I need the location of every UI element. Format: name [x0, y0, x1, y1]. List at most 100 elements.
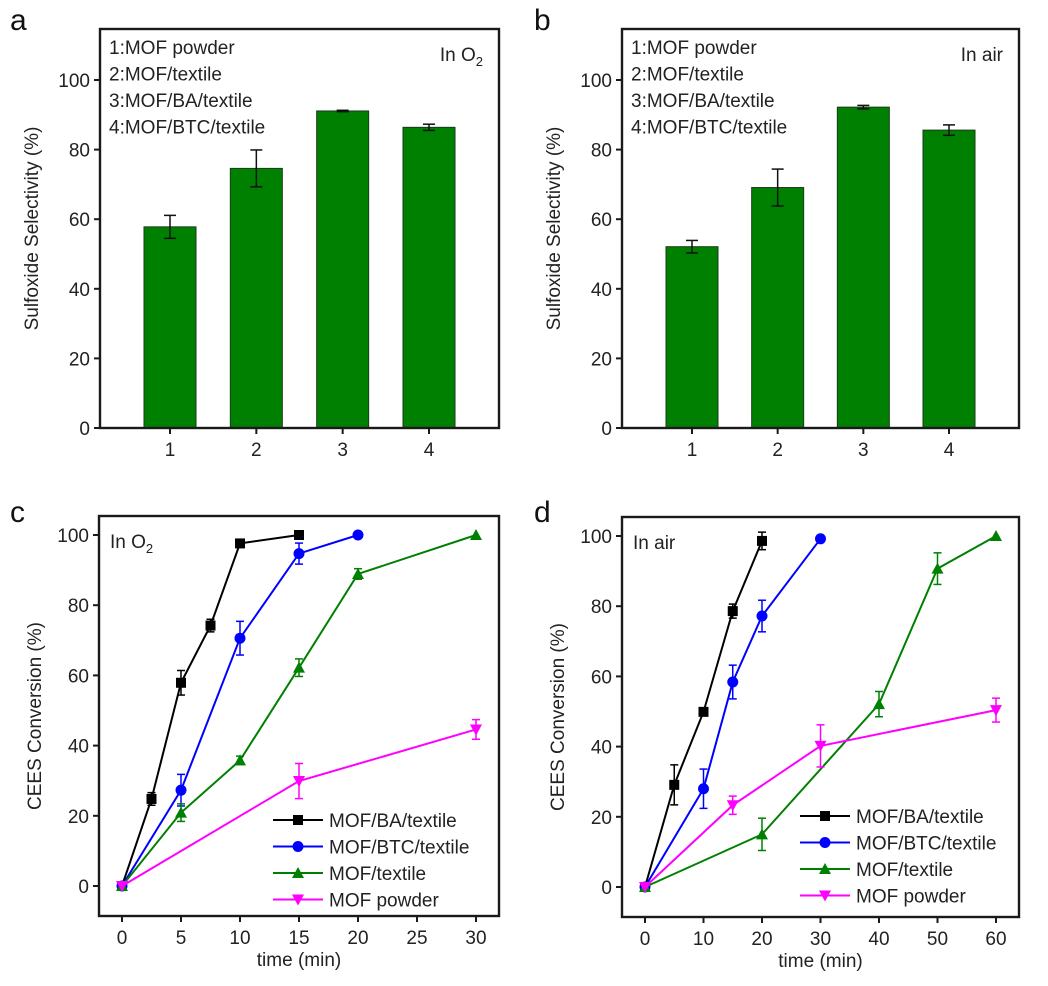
series-mof-textile: [116, 529, 482, 891]
x-tick-label: 15: [288, 928, 309, 949]
legend-label: MOF powder: [856, 887, 966, 908]
condition-subscript: 2: [146, 541, 153, 556]
category-legend-item: 1:MOF powder: [109, 38, 235, 59]
error-bar-4: [423, 123, 435, 132]
data-point: [293, 776, 305, 788]
data-point: [175, 784, 187, 796]
condition-subscript: 2: [476, 54, 483, 69]
x-axis-label: time (min): [778, 951, 862, 972]
plot-frame: [620, 27, 1021, 430]
y-tick-label: 20: [591, 349, 612, 370]
data-point: [873, 698, 885, 710]
y-tick-label: 100: [57, 526, 89, 547]
y-tick-label: 100: [580, 71, 612, 92]
series-line: [644, 709, 997, 888]
category-legend-item: 3:MOF/BA/textile: [631, 91, 775, 112]
x-tick-label: 2: [251, 440, 262, 461]
condition-annotation: In air: [961, 45, 1004, 66]
y-tick-label: 20: [69, 349, 90, 370]
condition-annotation: In air: [633, 533, 676, 554]
y-axis-label: Sulfoxide Selectivity (%): [544, 127, 565, 331]
legend-label: MOF/textile: [329, 864, 426, 885]
legend-item: MOF/textile: [800, 860, 953, 881]
legend-marker: [819, 890, 831, 902]
data-point: [698, 706, 709, 717]
x-tick-label: 1: [687, 440, 698, 461]
legend-marker: [819, 837, 831, 848]
x-tick-label: 1: [165, 440, 176, 461]
x-tick-label: 4: [424, 440, 435, 461]
x-tick-label: 3: [858, 440, 869, 461]
y-tick-label: 60: [68, 666, 89, 687]
data-point: [116, 881, 128, 892]
legend-item: MOF powder: [273, 891, 439, 912]
y-tick-label: 100: [58, 71, 90, 92]
data-point: [352, 567, 364, 579]
y-tick-label: 80: [68, 596, 89, 617]
error-bar-3: [336, 109, 349, 113]
data-point: [294, 530, 304, 540]
legend-label: MOF/BTC/textile: [329, 838, 469, 859]
data-point: [176, 677, 186, 688]
condition-annotation: In O2: [110, 532, 153, 556]
legend-item: MOF powder: [800, 887, 966, 908]
data-point: [352, 529, 364, 541]
x-tick-label: 20: [751, 929, 772, 950]
category-legend-item: 3:MOF/BA/textile: [109, 91, 253, 112]
x-tick-label: 60: [985, 929, 1006, 950]
x-tick-label: 20: [347, 928, 368, 949]
y-axis-label: Sulfoxide Selectivity (%): [22, 127, 43, 331]
y-tick-label: 0: [601, 878, 612, 899]
series-line: [121, 534, 359, 887]
bar-4: [402, 126, 456, 429]
condition-text: In O: [440, 45, 476, 66]
data-point: [146, 793, 157, 804]
error-bar-1: [686, 239, 698, 254]
data-point: [726, 800, 739, 812]
error-bar-1: [164, 214, 176, 240]
data-point: [175, 806, 187, 818]
x-tick-label: 10: [229, 928, 250, 949]
panel-d: d 0 10 20 30 40 50 60 0 20 40 60 80 100 time (min) CEES…: [534, 496, 1021, 972]
error-bar-2: [250, 149, 263, 188]
series-line: [121, 534, 477, 887]
series-line: [644, 538, 822, 888]
y-tick-label: 60: [69, 210, 90, 231]
data-point: [235, 538, 245, 549]
condition-text: In air: [961, 45, 1004, 66]
y-tick-label: 20: [591, 808, 612, 829]
bar-1: [143, 226, 197, 429]
y-tick-label: 80: [591, 597, 612, 618]
legend-item: MOF/BTC/textile: [800, 834, 996, 855]
data-point: [293, 548, 305, 560]
plot-frame: [97, 514, 501, 918]
y-tick-label: 100: [580, 527, 612, 548]
panel-letter: d: [534, 496, 551, 529]
x-tick-label: 3: [337, 440, 348, 461]
legend-label: MOF/BA/textile: [329, 811, 457, 832]
data-point: [293, 661, 305, 673]
data-point: [234, 754, 246, 766]
legend-item: MOF/BA/textile: [800, 807, 984, 828]
data-point: [205, 620, 216, 631]
category-legend-item: 4:MOF/BTC/textile: [109, 118, 265, 139]
series-mof-btc-textile: [116, 529, 364, 892]
legend-marker: [819, 863, 831, 874]
data-point: [757, 535, 767, 546]
bar-1: [665, 246, 719, 429]
data-point: [990, 530, 1002, 541]
y-tick-label: 0: [79, 419, 90, 440]
data-point: [814, 740, 827, 752]
legend-item: MOF/BA/textile: [273, 811, 457, 832]
legend-marker: [292, 841, 304, 852]
y-tick-label: 60: [591, 210, 612, 231]
legend-item: MOF/textile: [273, 864, 426, 885]
data-point: [756, 828, 768, 840]
data-point: [470, 724, 482, 736]
panel-letter: a: [10, 4, 27, 37]
x-tick-label: 2: [772, 440, 783, 461]
category-legend-item: 2:MOF/textile: [631, 65, 744, 86]
